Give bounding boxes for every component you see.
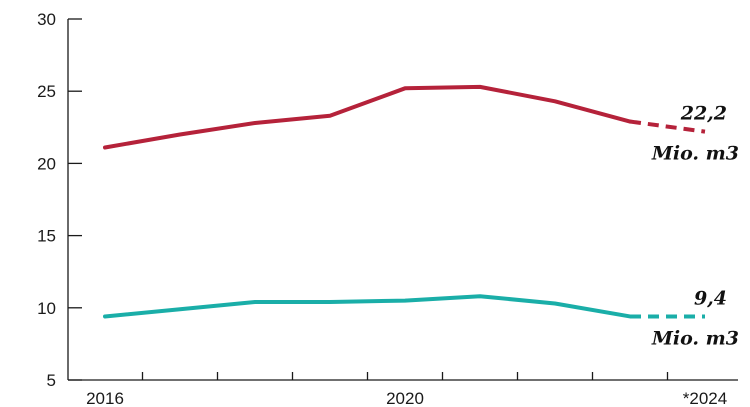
annotation-value: 22,2 <box>680 103 727 125</box>
series-line-0 <box>103 84 632 150</box>
y-tick-label: 20 <box>37 154 56 173</box>
series-line-1 <box>103 294 632 319</box>
annotation-unit: Mio. m3 <box>651 327 739 349</box>
y-tick-label: 15 <box>37 227 56 246</box>
y-tick-label: 25 <box>37 82 56 101</box>
x-tick-label: 2020 <box>386 389 424 407</box>
y-tick-label: 10 <box>37 299 56 318</box>
annotation-value: 9,4 <box>694 287 727 309</box>
series-layer <box>103 84 706 319</box>
y-tick-label: 5 <box>47 371 56 390</box>
x-tick-label: *2024 <box>683 389 727 407</box>
series-line-projected-0 <box>629 119 706 134</box>
annotation-unit: Mio. m3 <box>651 143 739 165</box>
annotations: 22,2 Mio. m3 9,4 Mio. m3 <box>651 103 739 350</box>
x-tick-label: 2016 <box>86 389 124 407</box>
axes: 5 10 15 20 25 30 2016 2020 *2024 <box>37 10 738 407</box>
y-tick-label: 30 <box>37 10 56 29</box>
